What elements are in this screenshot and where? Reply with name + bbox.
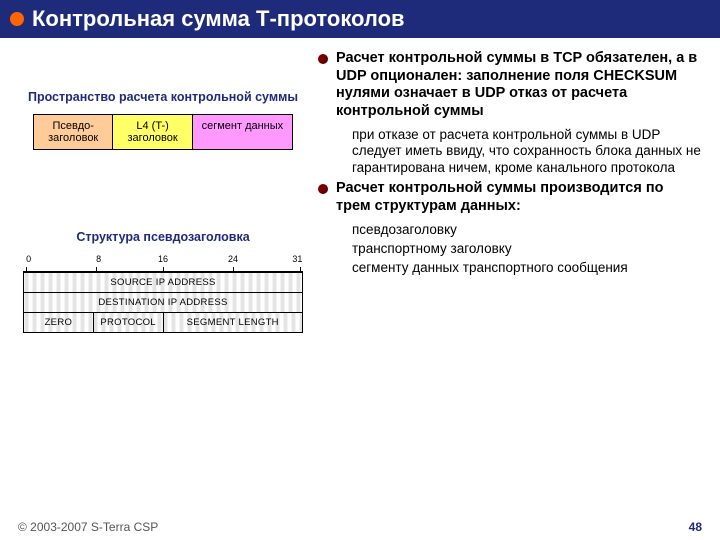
title-bar: Контрольная сумма Т-протоколов (0, 0, 720, 38)
cell-dest-ip: DESTINATION IP ADDRESS (24, 293, 303, 313)
block-data-segment: сегмент данных (193, 115, 292, 149)
cell-zero: ZERO (24, 313, 94, 333)
block-pseudo-header: Псевдо-заголовок (34, 115, 113, 149)
bit-ruler: 0 8 16 24 31 (23, 254, 303, 272)
ruler-tick: 24 (228, 254, 238, 264)
checksum-blocks: Псевдо-заголовок L4 (T-) заголовок сегме… (33, 114, 293, 150)
ruler-tick: 16 (158, 254, 168, 264)
cell-protocol: PROTOCOL (93, 313, 163, 333)
copyright-text: © 2003-2007 S-Terra CSP (18, 520, 158, 534)
right-column: Расчет контрольной суммы в TCP обязателе… (318, 50, 702, 536)
bullet-2-sub-c: сегменту данных транспортного сообщения (318, 260, 702, 276)
bullet-icon (10, 12, 24, 26)
slide-body: Пространство расчета контрольной суммы П… (0, 38, 720, 540)
caption-checksum-space: Пространство расчета контрольной суммы (18, 90, 308, 104)
bullet-2-sub-a: псевдозаголовку (318, 222, 702, 238)
bullet-1-sub: при отказе от расчета контрольной суммы … (318, 127, 702, 176)
left-column: Пространство расчета контрольной суммы П… (18, 50, 318, 536)
ruler-tick: 31 (292, 254, 302, 264)
bullet-2-sub-b: транспортному заголовку (318, 241, 702, 257)
footer: © 2003-2007 S-Terra CSP 48 (18, 520, 702, 534)
pseudo-header-diagram: 0 8 16 24 31 SOURCE IP ADDRESS DESTINATI… (23, 254, 303, 333)
bullet-1: Расчет контрольной суммы в TCP обязателе… (318, 50, 702, 121)
pseudo-header-table: SOURCE IP ADDRESS DESTINATION IP ADDRESS… (23, 272, 303, 333)
ruler-tick: 0 (26, 254, 31, 264)
slide: Контрольная сумма Т-протоколов Пространс… (0, 0, 720, 540)
slide-title: Контрольная сумма Т-протоколов (32, 6, 405, 32)
ruler-tick: 8 (96, 254, 101, 264)
page-number: 48 (689, 520, 702, 534)
bullet-2: Расчет контрольной суммы производится по… (318, 180, 702, 215)
block-l4-header: L4 (T-) заголовок (113, 115, 192, 149)
caption-pseudo-structure: Структура псевдозаголовка (18, 230, 308, 244)
cell-source-ip: SOURCE IP ADDRESS (24, 273, 303, 293)
cell-segment-length: SEGMENT LENGTH (163, 313, 303, 333)
